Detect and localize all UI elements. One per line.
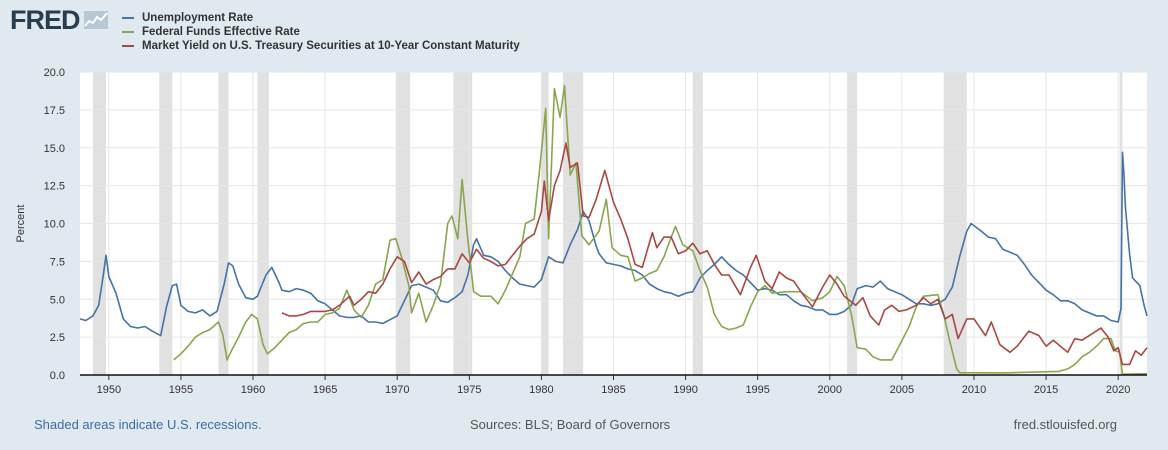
legend-label: Market Yield on U.S. Treasury Securities… bbox=[142, 40, 520, 52]
y-tick-label: 12.5 bbox=[44, 181, 65, 193]
y-tick-label: 15.0 bbox=[44, 143, 65, 155]
y-tick-label: 7.5 bbox=[50, 256, 65, 268]
recession-note-link[interactable]: Shaded areas indicate U.S. recessions. bbox=[34, 417, 262, 432]
x-tick-label: 1950 bbox=[97, 384, 121, 396]
x-tick-label: 1955 bbox=[169, 384, 193, 396]
logo-text: FRED bbox=[10, 4, 80, 35]
y-tick-label: 10.0 bbox=[44, 219, 65, 231]
x-tick-label: 1965 bbox=[313, 384, 337, 396]
x-tick-label: 2020 bbox=[1106, 384, 1130, 396]
y-tick-label: 2.5 bbox=[50, 332, 65, 344]
axes: 0.0 2.5 5.0 7.5 10.0 12.5 15.0 17.5 20.0 1950 1955… bbox=[15, 67, 1147, 396]
y-tick-label: 17.5 bbox=[44, 105, 65, 117]
fred-sparkline-icon bbox=[83, 11, 108, 29]
legend-swatch bbox=[122, 17, 134, 19]
series-line-2 bbox=[281, 142, 1148, 366]
site-url-link[interactable]: fred.stlouisfed.org bbox=[1013, 417, 1117, 432]
chart-area: 0.0 2.5 5.0 7.5 10.0 12.5 15.0 17.5 20.0 1950 1955… bbox=[15, 67, 1148, 396]
x-tick-label: 1995 bbox=[745, 384, 769, 396]
x-tick-label: 2010 bbox=[962, 384, 986, 396]
x-tick-label: 1980 bbox=[529, 384, 553, 396]
x-tick-label: 2015 bbox=[1034, 384, 1058, 396]
chart-legend: Unemployment Rate Federal Funds Effective… bbox=[122, 11, 520, 53]
series-lines bbox=[79, 84, 1148, 376]
y-axis-label: Percent bbox=[15, 205, 27, 243]
legend-swatch bbox=[122, 45, 134, 47]
legend-label: Unemployment Rate bbox=[142, 12, 254, 24]
x-tick-label: 1970 bbox=[385, 384, 409, 396]
x-tick-label: 2000 bbox=[818, 384, 842, 396]
series-line-0 bbox=[79, 151, 1148, 337]
legend-item: Market Yield on U.S. Treasury Securities… bbox=[122, 39, 520, 53]
legend-item: Unemployment Rate bbox=[122, 11, 520, 25]
legend-item: Federal Funds Effective Rate bbox=[122, 25, 520, 39]
x-tick-label: 1975 bbox=[457, 384, 481, 396]
y-tick-label: 5.0 bbox=[50, 294, 65, 306]
x-tick-label: 1990 bbox=[673, 384, 697, 396]
gridlines bbox=[80, 71, 1147, 375]
y-tick-label: 20.0 bbox=[44, 67, 65, 79]
series-line-1 bbox=[173, 84, 1147, 376]
sources-text: Sources: BLS; Board of Governors bbox=[470, 417, 671, 432]
y-tick-label: 0.0 bbox=[50, 370, 65, 382]
legend-label: Federal Funds Effective Rate bbox=[142, 26, 300, 38]
x-tick-label: 1985 bbox=[601, 384, 625, 396]
chart-header: FRED Unemployment Rate Federal Funds Effe… bbox=[0, 0, 1168, 60]
legend-swatch bbox=[122, 31, 134, 33]
fred-logo[interactable]: FRED bbox=[10, 4, 109, 35]
x-tick-label: 2005 bbox=[890, 384, 914, 396]
x-tick-label: 1960 bbox=[241, 384, 265, 396]
